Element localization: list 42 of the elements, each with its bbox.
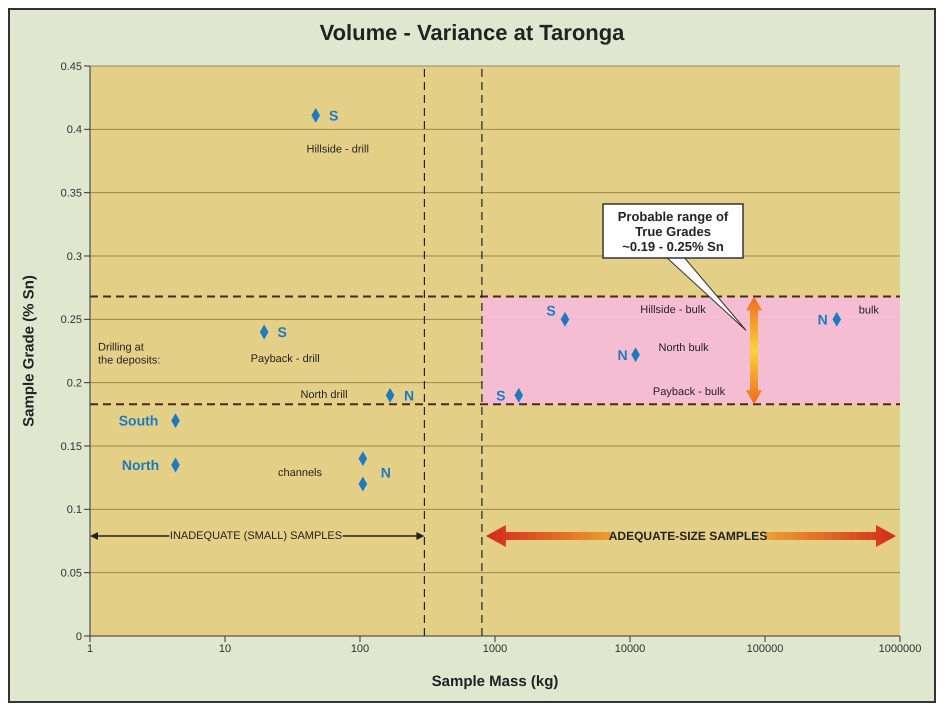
annotation: Drilling at the deposits: <box>98 342 160 366</box>
y-axis-title: Sample Grade (% Sn) <box>20 275 38 427</box>
annotation: North drill <box>300 389 348 401</box>
y-tick-label: 0 <box>76 630 82 643</box>
x-tick-label: 10000 <box>614 642 646 655</box>
y-tick-label: 0.35 <box>60 188 82 200</box>
annotation: Payback - bulk <box>652 386 726 398</box>
x-tick-label: 1 <box>86 642 94 655</box>
annotation: ADEQUATE-SIZE SAMPLES <box>608 529 768 543</box>
annotation: S <box>496 387 506 404</box>
x-tick-label: 1000000 <box>878 642 922 655</box>
annotation: channels <box>278 467 323 479</box>
chart-title: Volume - Variance at Taronga <box>318 19 626 47</box>
annotation: N <box>618 346 628 363</box>
annotation: INADEQUATE (SMALL) SAMPLES <box>170 530 342 542</box>
x-tick-label: 10 <box>218 642 232 655</box>
x-tick-label: 1000 <box>482 642 508 655</box>
annotation: S <box>329 107 338 124</box>
y-tick-label: 0.2 <box>66 378 82 390</box>
y-tick-label: 0.4 <box>66 124 82 136</box>
y-tick-label: 0.45 <box>60 60 82 73</box>
annotation: Hillside - drill <box>306 143 369 156</box>
annotation: South <box>118 412 158 429</box>
annotation: N <box>380 464 391 481</box>
y-tick-label: 0.1 <box>66 504 82 516</box>
annotation: N <box>818 311 828 328</box>
x-tick-label: 100000 <box>746 642 784 655</box>
x-tick-label: 100 <box>350 642 370 655</box>
annotation: S <box>277 324 287 340</box>
annotation: N <box>404 387 414 404</box>
annotation: Payback - drill <box>250 353 320 365</box>
y-tick-label: 0.15 <box>60 440 82 453</box>
annotation: bulk <box>858 304 880 316</box>
y-tick-label: 0.25 <box>60 314 82 326</box>
annotation: Hillside - bulk <box>640 304 706 316</box>
annotation: North <box>122 457 160 473</box>
annotation: North bulk <box>658 342 710 354</box>
annotation: Probable range of True Grades ~0.19 - 0.25% Sn <box>618 208 729 254</box>
y-tick-label: 0.05 <box>60 568 82 580</box>
x-axis-title: Sample Mass (kg) <box>432 673 558 690</box>
y-tick-label: 0.3 <box>66 250 82 263</box>
annotation: S <box>546 302 556 318</box>
